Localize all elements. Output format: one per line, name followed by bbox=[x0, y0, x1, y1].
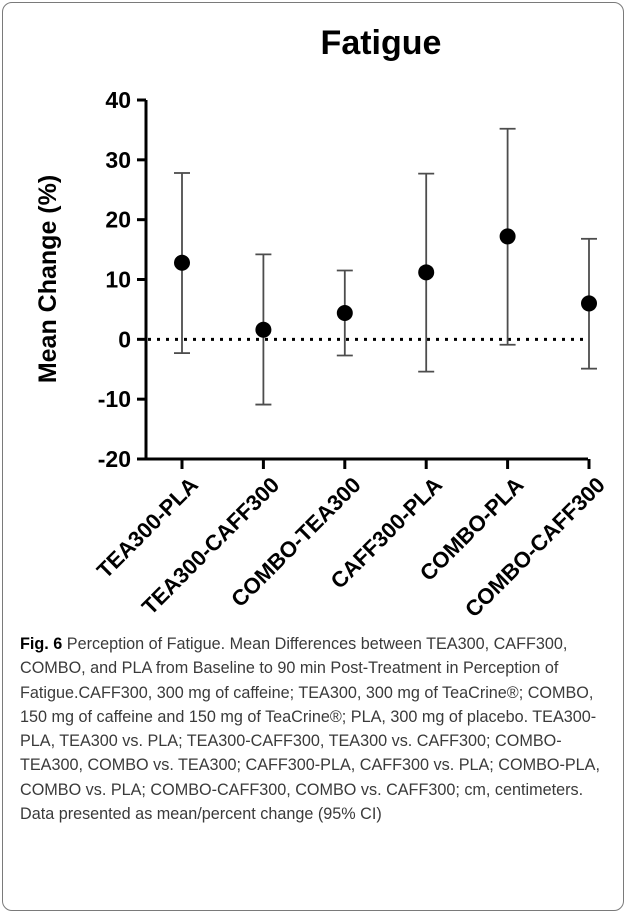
y-tick-label: 0 bbox=[118, 326, 131, 352]
mean-point bbox=[418, 264, 435, 281]
data-marks bbox=[148, 127, 597, 406]
y-tick-label: -20 bbox=[98, 446, 131, 472]
chart: Fatigue Mean Change (%) -20-10010203040 … bbox=[34, 24, 610, 622]
figure-label: Fig. 6 bbox=[20, 635, 63, 653]
x-axis: TEA300-PLATEA300-CAFF300COMBO-TEA300CAFF… bbox=[92, 457, 610, 622]
y-tick-label: -10 bbox=[98, 386, 131, 412]
y-axis: -20 -10 0 10 20 30 40 bbox=[98, 87, 148, 472]
chart-title: Fatigue bbox=[321, 24, 442, 62]
figure-frame bbox=[2, 2, 624, 911]
x-tick-label: TEA300-CAFF300 bbox=[137, 472, 284, 619]
y-tick-label: 10 bbox=[105, 267, 131, 293]
y-tick-label: 40 bbox=[105, 87, 131, 113]
figure-caption: Fig. 6 Perception of Fatigue. Mean Diffe… bbox=[20, 632, 602, 826]
y-axis-label: Mean Change (%) bbox=[34, 175, 62, 383]
mean-point bbox=[336, 305, 353, 322]
y-tick-label: 20 bbox=[105, 207, 131, 233]
mean-point bbox=[255, 321, 272, 338]
y-tick-label: 30 bbox=[105, 147, 131, 173]
x-tick-label: COMBO-CAFF300 bbox=[460, 472, 610, 622]
caption-text: Perception of Fatigue. Mean Differences … bbox=[20, 635, 600, 824]
mean-point bbox=[174, 254, 190, 271]
mean-point bbox=[499, 228, 516, 245]
mean-point bbox=[581, 295, 597, 312]
